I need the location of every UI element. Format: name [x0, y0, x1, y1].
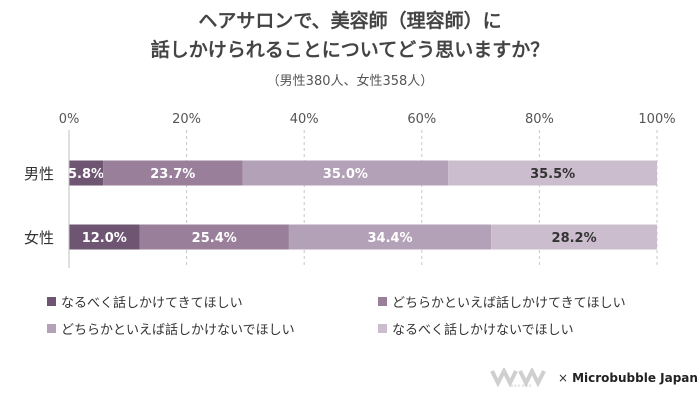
bar-segment: [491, 224, 657, 250]
bar-segment: [69, 224, 140, 250]
bar-segment: [242, 160, 449, 186]
legend-item: どちらかといえば話しかけてきてほしい: [378, 292, 626, 311]
legend-swatch: [47, 297, 56, 306]
brand-name: Microbubble Japan: [572, 371, 698, 385]
data-label: 34.4%: [367, 231, 412, 246]
chart-title-line1: ヘアサロンで、美容師（理容師）に: [198, 10, 502, 32]
legend-label: どちらかといえば話しかけないでほしい: [61, 323, 295, 338]
cross-symbol: ×: [558, 371, 569, 385]
bar-segment: [103, 160, 243, 186]
legend-label: なるべく話しかけないでほしい: [392, 323, 574, 338]
data-label: 23.7%: [150, 167, 195, 182]
x-tick-label: 80%: [525, 112, 554, 127]
x-tick-label: 0%: [59, 112, 80, 127]
category-label: 女性: [24, 229, 54, 247]
company-logo: ××× ×××: [490, 368, 546, 388]
x-tick-label: 20%: [172, 112, 201, 127]
footer-branding: ××× ××× × Microbubble Japan: [490, 366, 698, 390]
legend-swatch: [378, 297, 387, 306]
chart-subtitle: （男性380人、女性358人）: [266, 74, 434, 89]
data-label: 12.0%: [82, 231, 127, 246]
category-label: 男性: [24, 165, 54, 183]
data-label: 35.5%: [530, 167, 575, 182]
x-tick-label: 100%: [638, 112, 675, 127]
data-label: 25.4%: [192, 231, 237, 246]
legend-item: どちらかといえば話しかけないでほしい: [47, 319, 295, 338]
legend-label: どちらかといえば話しかけてきてほしい: [392, 296, 626, 311]
x-tick-label: 40%: [290, 112, 319, 127]
logo-caption: ××× ×××: [510, 383, 531, 388]
legend-item: なるべく話しかけないでほしい: [378, 319, 574, 338]
data-label: 5.8%: [68, 167, 104, 182]
x-tick-label: 60%: [407, 112, 436, 127]
legend-swatch: [47, 324, 56, 333]
bar-segment: [69, 160, 104, 186]
legend-label: なるべく話しかけてきてほしい: [61, 296, 243, 311]
data-label: 28.2%: [552, 231, 597, 246]
bar-segment: [288, 224, 492, 250]
data-label: 35.0%: [323, 167, 368, 182]
bar-segment: [448, 160, 657, 186]
legend-swatch: [378, 324, 387, 333]
bar-segment: [139, 224, 289, 250]
legend-item: なるべく話しかけてきてほしい: [47, 292, 243, 311]
chart-title-line2: 話しかけられることについてどう思いますか？: [150, 39, 550, 61]
